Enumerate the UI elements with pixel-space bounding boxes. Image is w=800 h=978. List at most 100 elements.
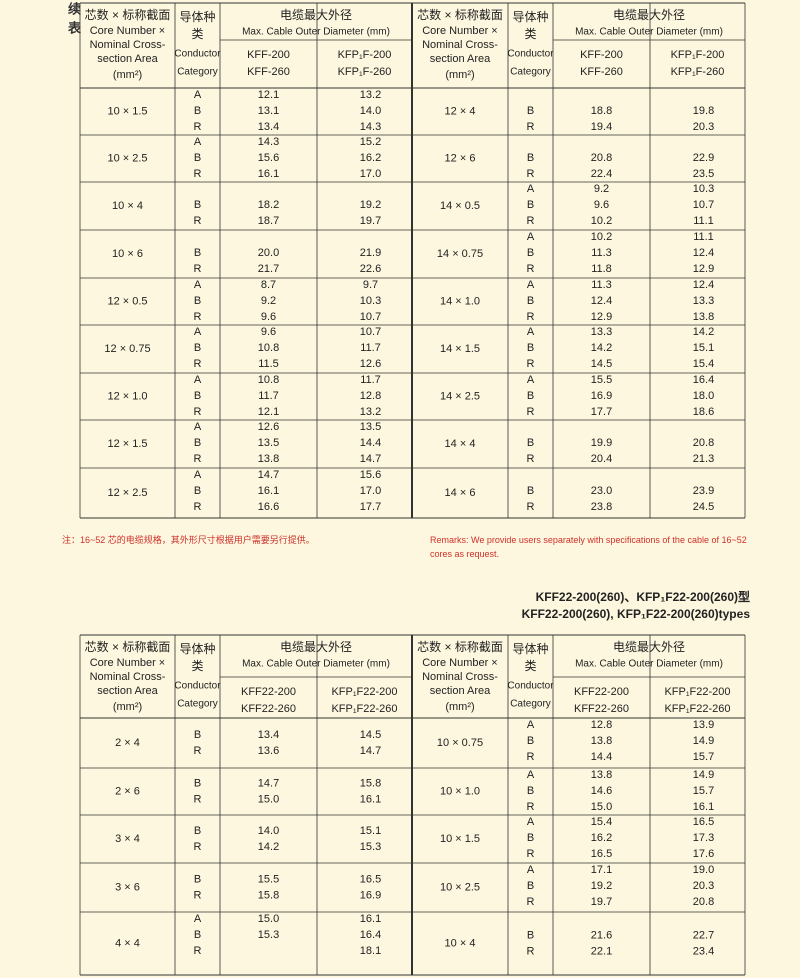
header-spec: section Area <box>97 53 158 65</box>
conductor-cell: R <box>194 263 202 275</box>
value-cell: 15.5 <box>591 374 612 386</box>
conductor-cell: B <box>527 929 534 941</box>
conductor-cell: R <box>194 945 202 957</box>
value-cell: 17.7 <box>591 406 612 418</box>
value-cell: 15.6 <box>360 469 381 481</box>
value-cell: 14.9 <box>693 735 714 747</box>
value-cell: 16.2 <box>591 832 612 844</box>
header-spec: Nominal Cross- <box>422 39 498 51</box>
conductor-cell: B <box>527 295 534 307</box>
conductor-cell: B <box>527 437 534 449</box>
conductor-cell: B <box>194 295 201 307</box>
value-cell: 13.2 <box>360 89 381 101</box>
value-cell: 15.8 <box>258 889 279 901</box>
value-cell: 21.6 <box>591 929 612 941</box>
conductor-cell: R <box>194 121 202 133</box>
value-cell: 15.3 <box>360 841 381 853</box>
value-cell: 18.0 <box>693 390 714 402</box>
header-diameter: 电缆最大外径 <box>613 640 685 654</box>
conductor-cell: A <box>194 279 202 291</box>
spec-cell: 10 × 0.75 <box>437 737 483 749</box>
conductor-cell: R <box>527 121 535 133</box>
value-cell: 22.6 <box>360 263 381 275</box>
conductor-cell: R <box>194 841 202 853</box>
conductor-cell: B <box>194 777 201 789</box>
conductor-cell: B <box>194 929 201 941</box>
conductor-cell: A <box>527 769 535 781</box>
conductor-cell: A <box>194 469 202 481</box>
value-cell: 11.7 <box>258 390 279 402</box>
conductor-cell: B <box>194 873 201 885</box>
header-conductor: Category <box>177 699 218 710</box>
value-cell: 23.8 <box>591 501 612 513</box>
conductor-cell: B <box>194 247 201 259</box>
conductor-cell: R <box>527 801 535 813</box>
spec-cell: 12 × 2.5 <box>107 487 147 499</box>
header-diameter: 电缆最大外径 <box>280 640 352 654</box>
header-diameter: Max. Cable Outer Diameter (mm) <box>242 27 390 38</box>
value-cell: 20.8 <box>693 437 714 449</box>
value-cell: 20.3 <box>693 121 714 133</box>
conductor-cell: R <box>527 358 535 370</box>
value-cell: 14.4 <box>591 751 612 763</box>
value-cell: 23.9 <box>693 485 714 497</box>
conductor-cell: R <box>194 793 202 805</box>
value-cell: 12.1 <box>258 406 279 418</box>
value-cell: 23.5 <box>693 168 714 180</box>
value-cell: 14.7 <box>360 453 381 465</box>
header-spec: Core Number × <box>422 25 498 37</box>
value-cell: 16.6 <box>258 501 279 513</box>
conductor-cell: A <box>194 89 202 101</box>
value-cell: 21.9 <box>360 247 381 259</box>
conductor-cell: B <box>194 729 201 741</box>
header-col1: KFF22-260 <box>574 703 629 715</box>
header-conductor: 导体种 <box>179 642 215 656</box>
spec-cell: 14 × 0.75 <box>437 248 483 260</box>
spec-cell: 10 × 4 <box>112 200 143 212</box>
value-cell: 15.1 <box>360 825 381 837</box>
spec-cell: 12 × 0.75 <box>104 343 150 355</box>
value-cell: 9.6 <box>261 326 276 338</box>
conductor-cell: R <box>527 168 535 180</box>
conductor-cell: A <box>194 374 202 386</box>
spec-cell: 3 × 4 <box>115 833 140 845</box>
conductor-cell: A <box>527 816 535 828</box>
value-cell: 9.6 <box>261 311 276 323</box>
value-cell: 16.1 <box>258 485 279 497</box>
value-cell: 14.2 <box>693 326 714 338</box>
value-cell: 12.8 <box>360 390 381 402</box>
spec-cell: 14 × 2.5 <box>440 390 480 402</box>
value-cell: 10.2 <box>591 215 612 227</box>
header-conductor: 导体种 <box>512 10 548 24</box>
value-cell: 20.8 <box>591 152 612 164</box>
value-cell: 12.1 <box>258 89 279 101</box>
value-cell: 20.3 <box>693 880 714 892</box>
value-cell: 17.0 <box>360 168 381 180</box>
conductor-cell: R <box>194 406 202 418</box>
header-conductor: 类 <box>524 659 536 673</box>
value-cell: 13.1 <box>258 105 279 117</box>
spec-cell: 10 × 1.0 <box>440 785 480 797</box>
value-cell: 14.9 <box>693 769 714 781</box>
spec-cell: 12 × 6 <box>445 152 476 164</box>
value-cell: 11.3 <box>591 247 612 259</box>
value-cell: 15.4 <box>591 816 612 828</box>
value-cell: 17.1 <box>591 864 612 876</box>
conductor-cell: A <box>527 864 535 876</box>
value-cell: 15.0 <box>258 793 279 805</box>
value-cell: 15.6 <box>258 152 279 164</box>
header-diameter: 电缆最大外径 <box>280 8 352 22</box>
conductor-cell: B <box>527 832 534 844</box>
value-cell: 13.4 <box>258 121 279 133</box>
header-spec: (mm²) <box>113 701 142 713</box>
value-cell: 13.5 <box>258 437 279 449</box>
conductor-cell: B <box>527 785 534 797</box>
header-spec: Core Number × <box>422 657 498 669</box>
value-cell: 11.7 <box>360 374 381 386</box>
value-cell: 16.4 <box>693 374 714 386</box>
value-cell: 13.3 <box>693 295 714 307</box>
value-cell: 18.2 <box>258 199 279 211</box>
value-cell: 22.9 <box>693 152 714 164</box>
conductor-cell: R <box>194 501 202 513</box>
